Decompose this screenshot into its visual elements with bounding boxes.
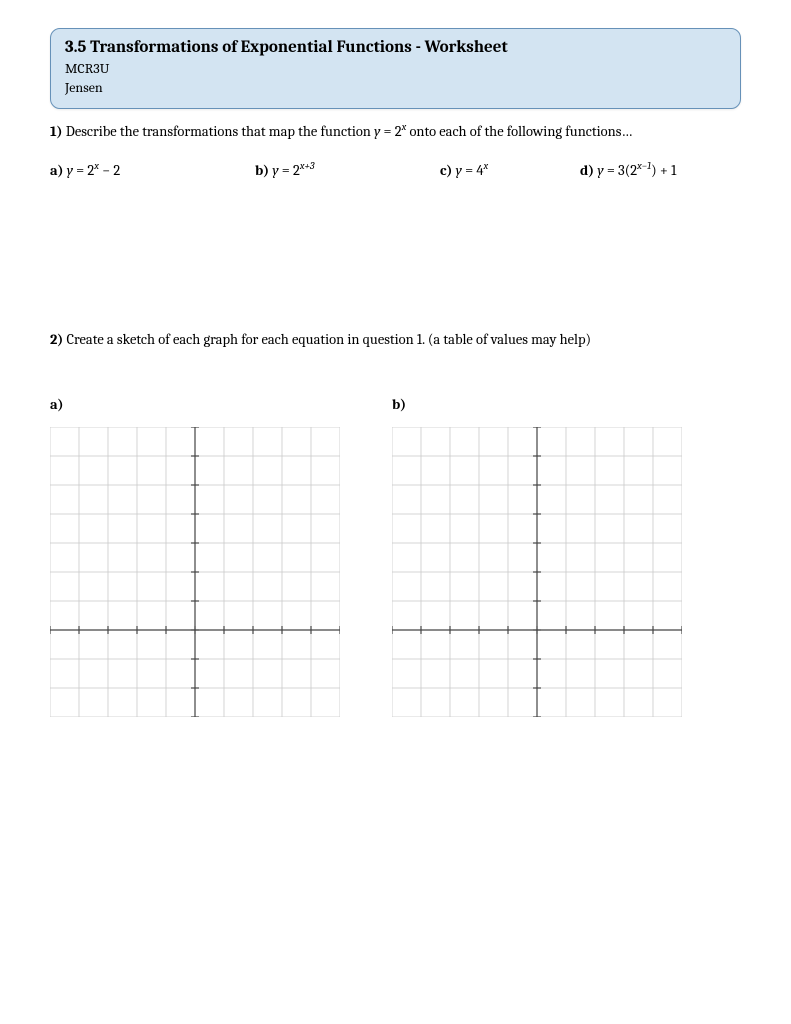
opt-a-eq: = 2 [73, 162, 94, 179]
opt-c-exp: x [483, 160, 488, 172]
opt-c-eq: = 4 [462, 162, 484, 179]
question-1: 1) Describe the transformations that map… [50, 121, 741, 142]
opt-b-label: b) [255, 162, 269, 179]
course-code: MCR3U [65, 60, 726, 79]
grid-a [50, 427, 340, 717]
option-b: b) y = 2x+3 [255, 162, 440, 179]
worksheet-title: 3.5 Transformations of Exponential Funct… [65, 37, 726, 60]
opt-b-lhs: y [269, 162, 278, 179]
q1-number: 1) [50, 123, 63, 140]
opt-d-label: d) [580, 162, 594, 179]
grids-row: a) b) [50, 396, 741, 717]
grid-b-label: b) [392, 396, 682, 413]
q2-text: Create a sketch of each graph for each e… [63, 331, 591, 348]
opt-a-tail: − 2 [99, 162, 120, 179]
opt-b-exp: x+3 [300, 160, 315, 172]
grid-b-block: b) [392, 396, 682, 717]
opt-c-label: c) [440, 162, 452, 179]
grid-a-label: a) [50, 396, 340, 413]
q1-text-after: onto each of the following functions… [406, 123, 632, 140]
teacher-name: Jensen [65, 79, 726, 98]
q1-options: a) y = 2x − 2 b) y = 2x+3 c) y = 4x d) y… [50, 162, 741, 179]
q1-text-before: Describe the transformations that map th… [63, 123, 375, 140]
q1-base-fn-eq: = 2 [380, 123, 401, 140]
option-c: c) y = 4x [440, 162, 580, 179]
opt-d-exp: x−1 [637, 160, 651, 172]
opt-a-label: a) [50, 162, 64, 179]
worksheet-header: 3.5 Transformations of Exponential Funct… [50, 28, 741, 109]
opt-b-eq: = 2 [279, 162, 300, 179]
q2-number: 2) [50, 331, 63, 348]
opt-c-lhs: y [452, 162, 461, 179]
opt-d-lhs: y [594, 162, 603, 179]
opt-d-eq: = 3(2 [604, 162, 637, 179]
option-a: a) y = 2x − 2 [50, 162, 255, 179]
question-2: 2) Create a sketch of each graph for eac… [50, 329, 741, 350]
option-d: d) y = 3(2x−1) + 1 [580, 162, 676, 179]
opt-a-lhs: y [64, 162, 73, 179]
grid-a-block: a) [50, 396, 340, 717]
grid-b [392, 427, 682, 717]
opt-d-tail: ) + 1 [651, 162, 676, 179]
